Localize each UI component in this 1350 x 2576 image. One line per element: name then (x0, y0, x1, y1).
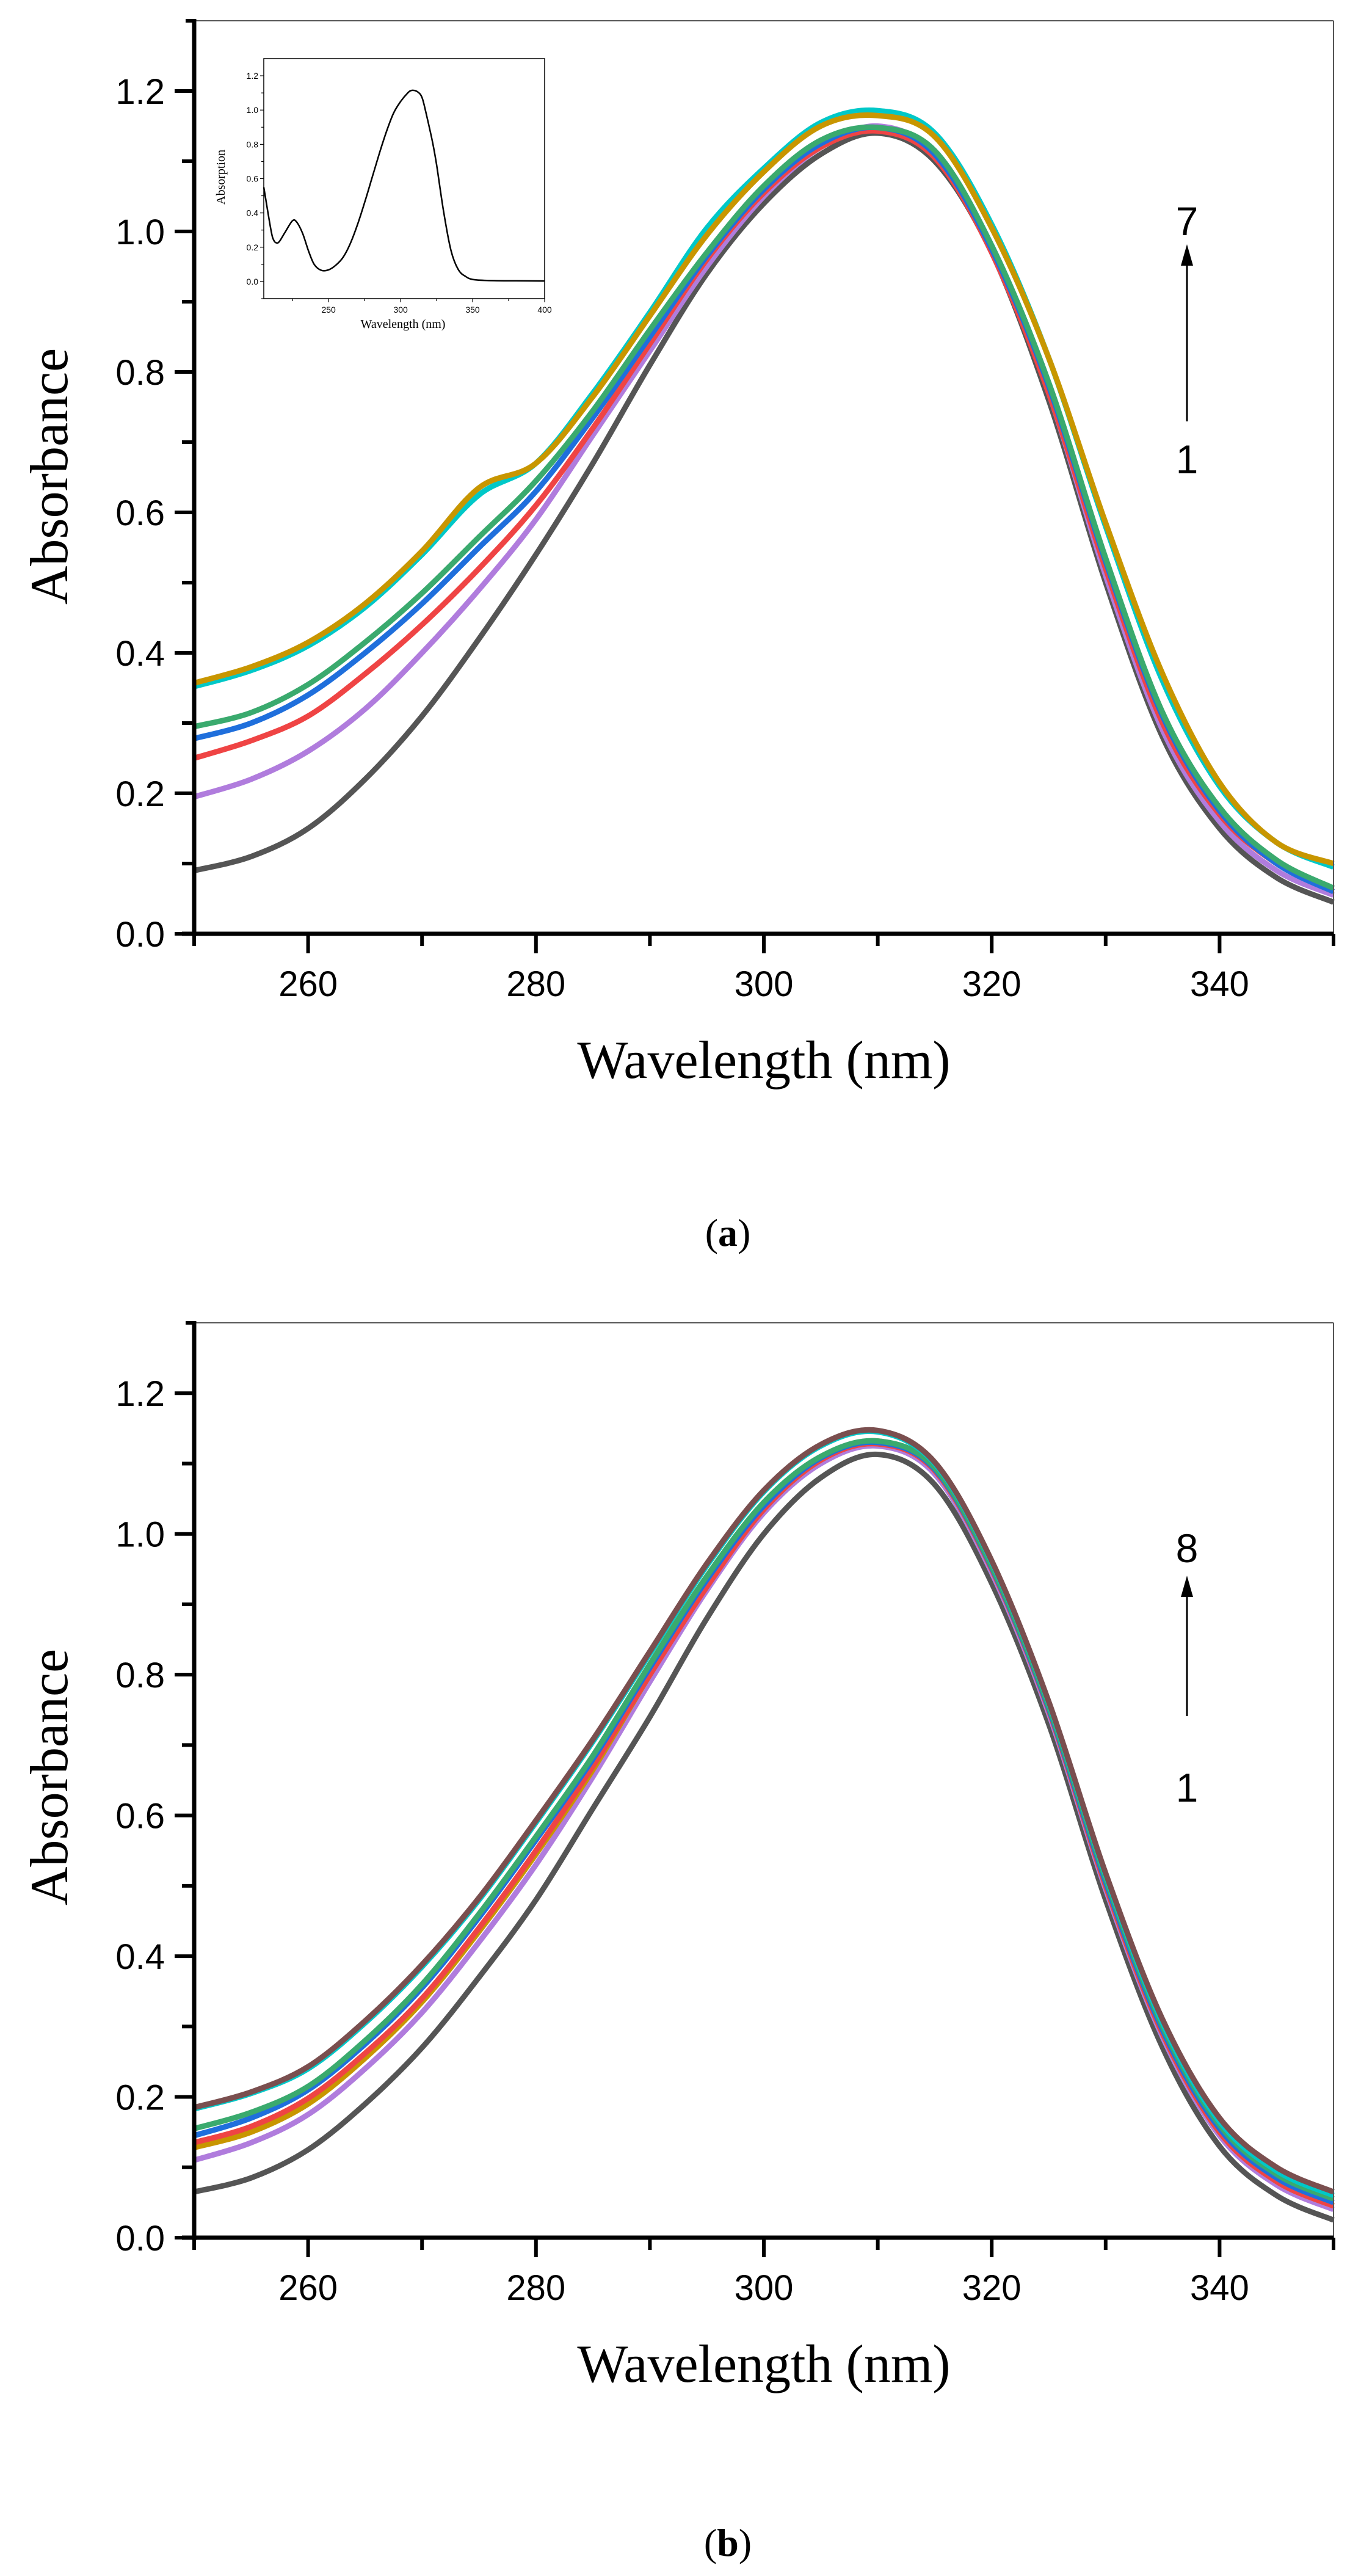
panel-a-ticks: 260 280 300 320 340 0.0 0.2 0.4 0.6 0.8 1.0 1.2 (115, 72, 1335, 1004)
y-tick-label: 0.4 (115, 634, 165, 674)
x-tick-label: 260 (278, 964, 338, 1004)
panel-b-y-axis-title: Absorbance (20, 1649, 79, 1905)
x-tick-label: 340 (1190, 964, 1249, 1004)
series-6-curve (193, 1438, 1335, 2202)
y-tick-label: 0.8 (115, 353, 165, 393)
panel-a-y-axis-title: Absorbance (20, 348, 79, 605)
series-1-curve (193, 1451, 1335, 2223)
inset-y-tick-label: 1.0 (247, 105, 259, 115)
panel-b-x-axis-title: Wavelength (nm) (577, 2335, 950, 2394)
y-tick-label: 1.2 (115, 72, 165, 112)
x-tick-label: 340 (1190, 2268, 1249, 2308)
inset-y-tick-label: 0.0 (247, 277, 259, 286)
y-tick-label: 0.0 (115, 915, 165, 955)
inset-y-tick-label: 1.2 (247, 71, 259, 81)
x-tick-label: 300 (735, 964, 794, 1004)
panel-a-axes (182, 19, 1334, 936)
panel-a-curves (193, 107, 1335, 905)
panel-b: 260 280 300 320 340 0.0 0.2 0.4 0.6 0.8 1.0 1.2 Abs… (20, 1321, 1335, 2564)
trend-end-label: 7 (1176, 198, 1199, 244)
inset-curve-group (263, 89, 545, 282)
inset-y-tick-label: 0.4 (247, 208, 259, 218)
inset-frame (263, 58, 545, 299)
inset-x-tick-label: 300 (393, 305, 408, 315)
series-5-curve (193, 124, 1335, 891)
panel-b-ticks: 260 280 300 320 340 0.0 0.2 0.4 0.6 0.8 1.0 1.2 (115, 1374, 1335, 2308)
x-tick-label: 280 (506, 964, 565, 1004)
panel-a-x-axis-title: Wavelength (nm) (577, 1031, 950, 1090)
series-7-curve (193, 1428, 1335, 2199)
x-tick-label: 260 (278, 2268, 338, 2308)
inset-y-axis-title: Absorption (214, 150, 228, 205)
y-tick-label: 0.0 (115, 2219, 165, 2258)
inset-axes: 250 300 350 400 0.0 0.2 0.4 0.6 0.8 1.0 1.2 (247, 58, 552, 315)
series-3-curve (193, 1438, 1335, 2209)
trend-start-label: 1 (1176, 437, 1199, 482)
panel-a: 260 280 300 320 340 0.0 0.2 0.4 0.6 0.8 1.0 1.2 Abs… (20, 19, 1335, 1254)
panel-b-curves (193, 1427, 1335, 2223)
y-tick-label: 1.0 (115, 213, 165, 252)
inset-y-tick-label: 0.8 (247, 139, 259, 149)
inset-y-tick-label: 0.2 (247, 242, 259, 252)
inset-x-tick-label: 400 (537, 305, 552, 315)
y-tick-label: 0.6 (115, 1797, 165, 1836)
series-5-curve (193, 1439, 1335, 2205)
trend-arrow-head-icon (1181, 244, 1193, 266)
inset-x-tick-label: 250 (321, 305, 336, 315)
panel-a-caption: (a) (705, 1211, 751, 1254)
x-tick-label: 300 (735, 2268, 794, 2308)
x-tick-label: 280 (506, 2268, 565, 2308)
trend-end-label: 8 (1176, 1526, 1199, 1571)
y-tick-label: 1.0 (115, 1515, 165, 1555)
y-tick-label: 0.8 (115, 1656, 165, 1695)
inset-x-tick-label: 350 (465, 305, 480, 315)
panel-a-trend-annotation: 7 1 (1176, 198, 1199, 482)
trend-start-label: 1 (1176, 1765, 1199, 1810)
series-2-curve (193, 1443, 1335, 2213)
y-tick-label: 0.6 (115, 493, 165, 533)
series-1-curve (193, 130, 1335, 905)
panel-b-trend-annotation: 8 1 (1176, 1526, 1199, 1810)
inset-x-axis-title: Wavelength (nm) (361, 318, 446, 331)
series-8-curve (193, 1427, 1335, 2195)
x-tick-label: 320 (962, 964, 1022, 1004)
y-tick-label: 0.4 (115, 1937, 165, 1977)
panel-b-axes (182, 1321, 1334, 2240)
panel-b-caption: (b) (704, 2521, 752, 2564)
inset-y-tick-label: 0.6 (247, 174, 259, 184)
y-tick-label: 0.2 (115, 774, 165, 814)
inset-spectrum-curve (263, 89, 545, 282)
y-tick-label: 1.2 (115, 1374, 165, 1414)
series-6-curve (193, 107, 1335, 870)
series-4-curve (193, 1441, 1335, 2209)
y-tick-label: 0.2 (115, 2078, 165, 2118)
x-tick-label: 320 (962, 2268, 1022, 2308)
panel-a-inset: 250 300 350 400 0.0 0.2 0.4 0.6 0.8 1.0 1.2 Absorp… (214, 58, 552, 331)
series-7-curve (193, 112, 1335, 867)
trend-arrow-head-icon (1181, 1576, 1193, 1597)
